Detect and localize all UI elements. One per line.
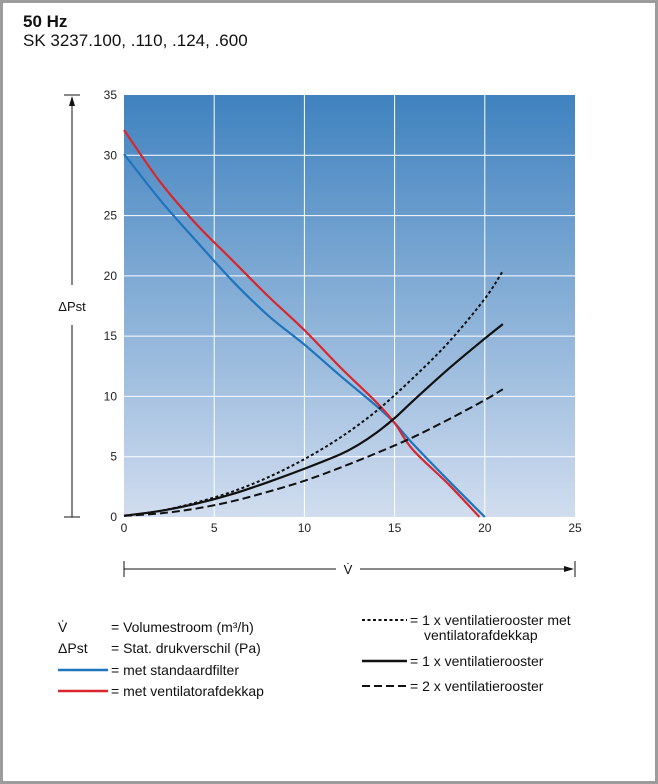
series-line-3 — [123, 323, 504, 517]
chart-svg: 0 5 10 15 20 25 30 35 0 5 10 15 20 25 ΔPst V̇ V̇ = V… — [58, 88, 582, 699]
y-tick-label: 20 — [104, 269, 118, 283]
series-group — [123, 129, 504, 518]
legend-dp-text: = Stat. drukverschil (Pa) — [111, 640, 261, 656]
legend-vdot-symbol: V̇ — [58, 619, 68, 635]
x-tick-label: 5 — [211, 521, 218, 535]
legend-rooster-2-text: = 2 x ventilatierooster — [410, 678, 544, 694]
y-tick-label: 25 — [104, 209, 118, 223]
legend-standaardfilter-text: = met standaardfilter — [111, 662, 239, 678]
legend-rooster-1-text: = 1 x ventilatierooster — [410, 653, 544, 669]
plot-background — [124, 95, 575, 517]
chart-subtitle: SK 3237.100, .110, .124, .600 — [23, 31, 248, 50]
y-axis-label-text: ΔPst — [58, 299, 86, 314]
x-tick-labels: 0 5 10 15 20 25 — [121, 521, 582, 535]
legend-rooster-kap-text-line2: ventilatorafdekkap — [424, 627, 538, 643]
y-tick-label: 35 — [104, 88, 118, 102]
y-tick-label: 10 — [104, 389, 118, 403]
x-tick-label: 15 — [388, 521, 402, 535]
y-axis-arrowhead — [69, 96, 75, 106]
y-tick-label: 15 — [104, 329, 118, 343]
chart-title: 50 Hz — [23, 12, 68, 31]
x-tick-label: 25 — [568, 521, 582, 535]
y-axis-label: ΔPst — [58, 299, 86, 314]
legend: V̇ = Volumestroom (m³/h) ΔPst = Stat. dr… — [58, 612, 571, 699]
y-tick-label: 0 — [110, 510, 117, 524]
grid-lines — [124, 95, 575, 517]
x-tick-label: 10 — [298, 521, 312, 535]
legend-ventilatorafdekkap-text: = met ventilatorafdekkap — [111, 683, 264, 699]
x-tick-label: 20 — [478, 521, 492, 535]
x-tick-label: 0 — [121, 521, 128, 535]
y-tick-label: 30 — [104, 148, 118, 162]
y-tick-labels: 0 5 10 15 20 25 30 35 — [104, 88, 118, 524]
series-line-1 — [123, 129, 481, 518]
x-axis-label: V̇ — [344, 562, 353, 577]
y-tick-label: 5 — [110, 450, 117, 464]
series-line-0 — [123, 153, 486, 518]
x-axis-arrowhead — [564, 566, 574, 572]
legend-rooster-kap-text-line1: = 1 x ventilatierooster met — [410, 612, 571, 628]
legend-dp-symbol: ΔPst — [58, 640, 88, 656]
series-line-2 — [123, 270, 504, 517]
legend-vdot-text: = Volumestroom (m³/h) — [111, 619, 254, 635]
